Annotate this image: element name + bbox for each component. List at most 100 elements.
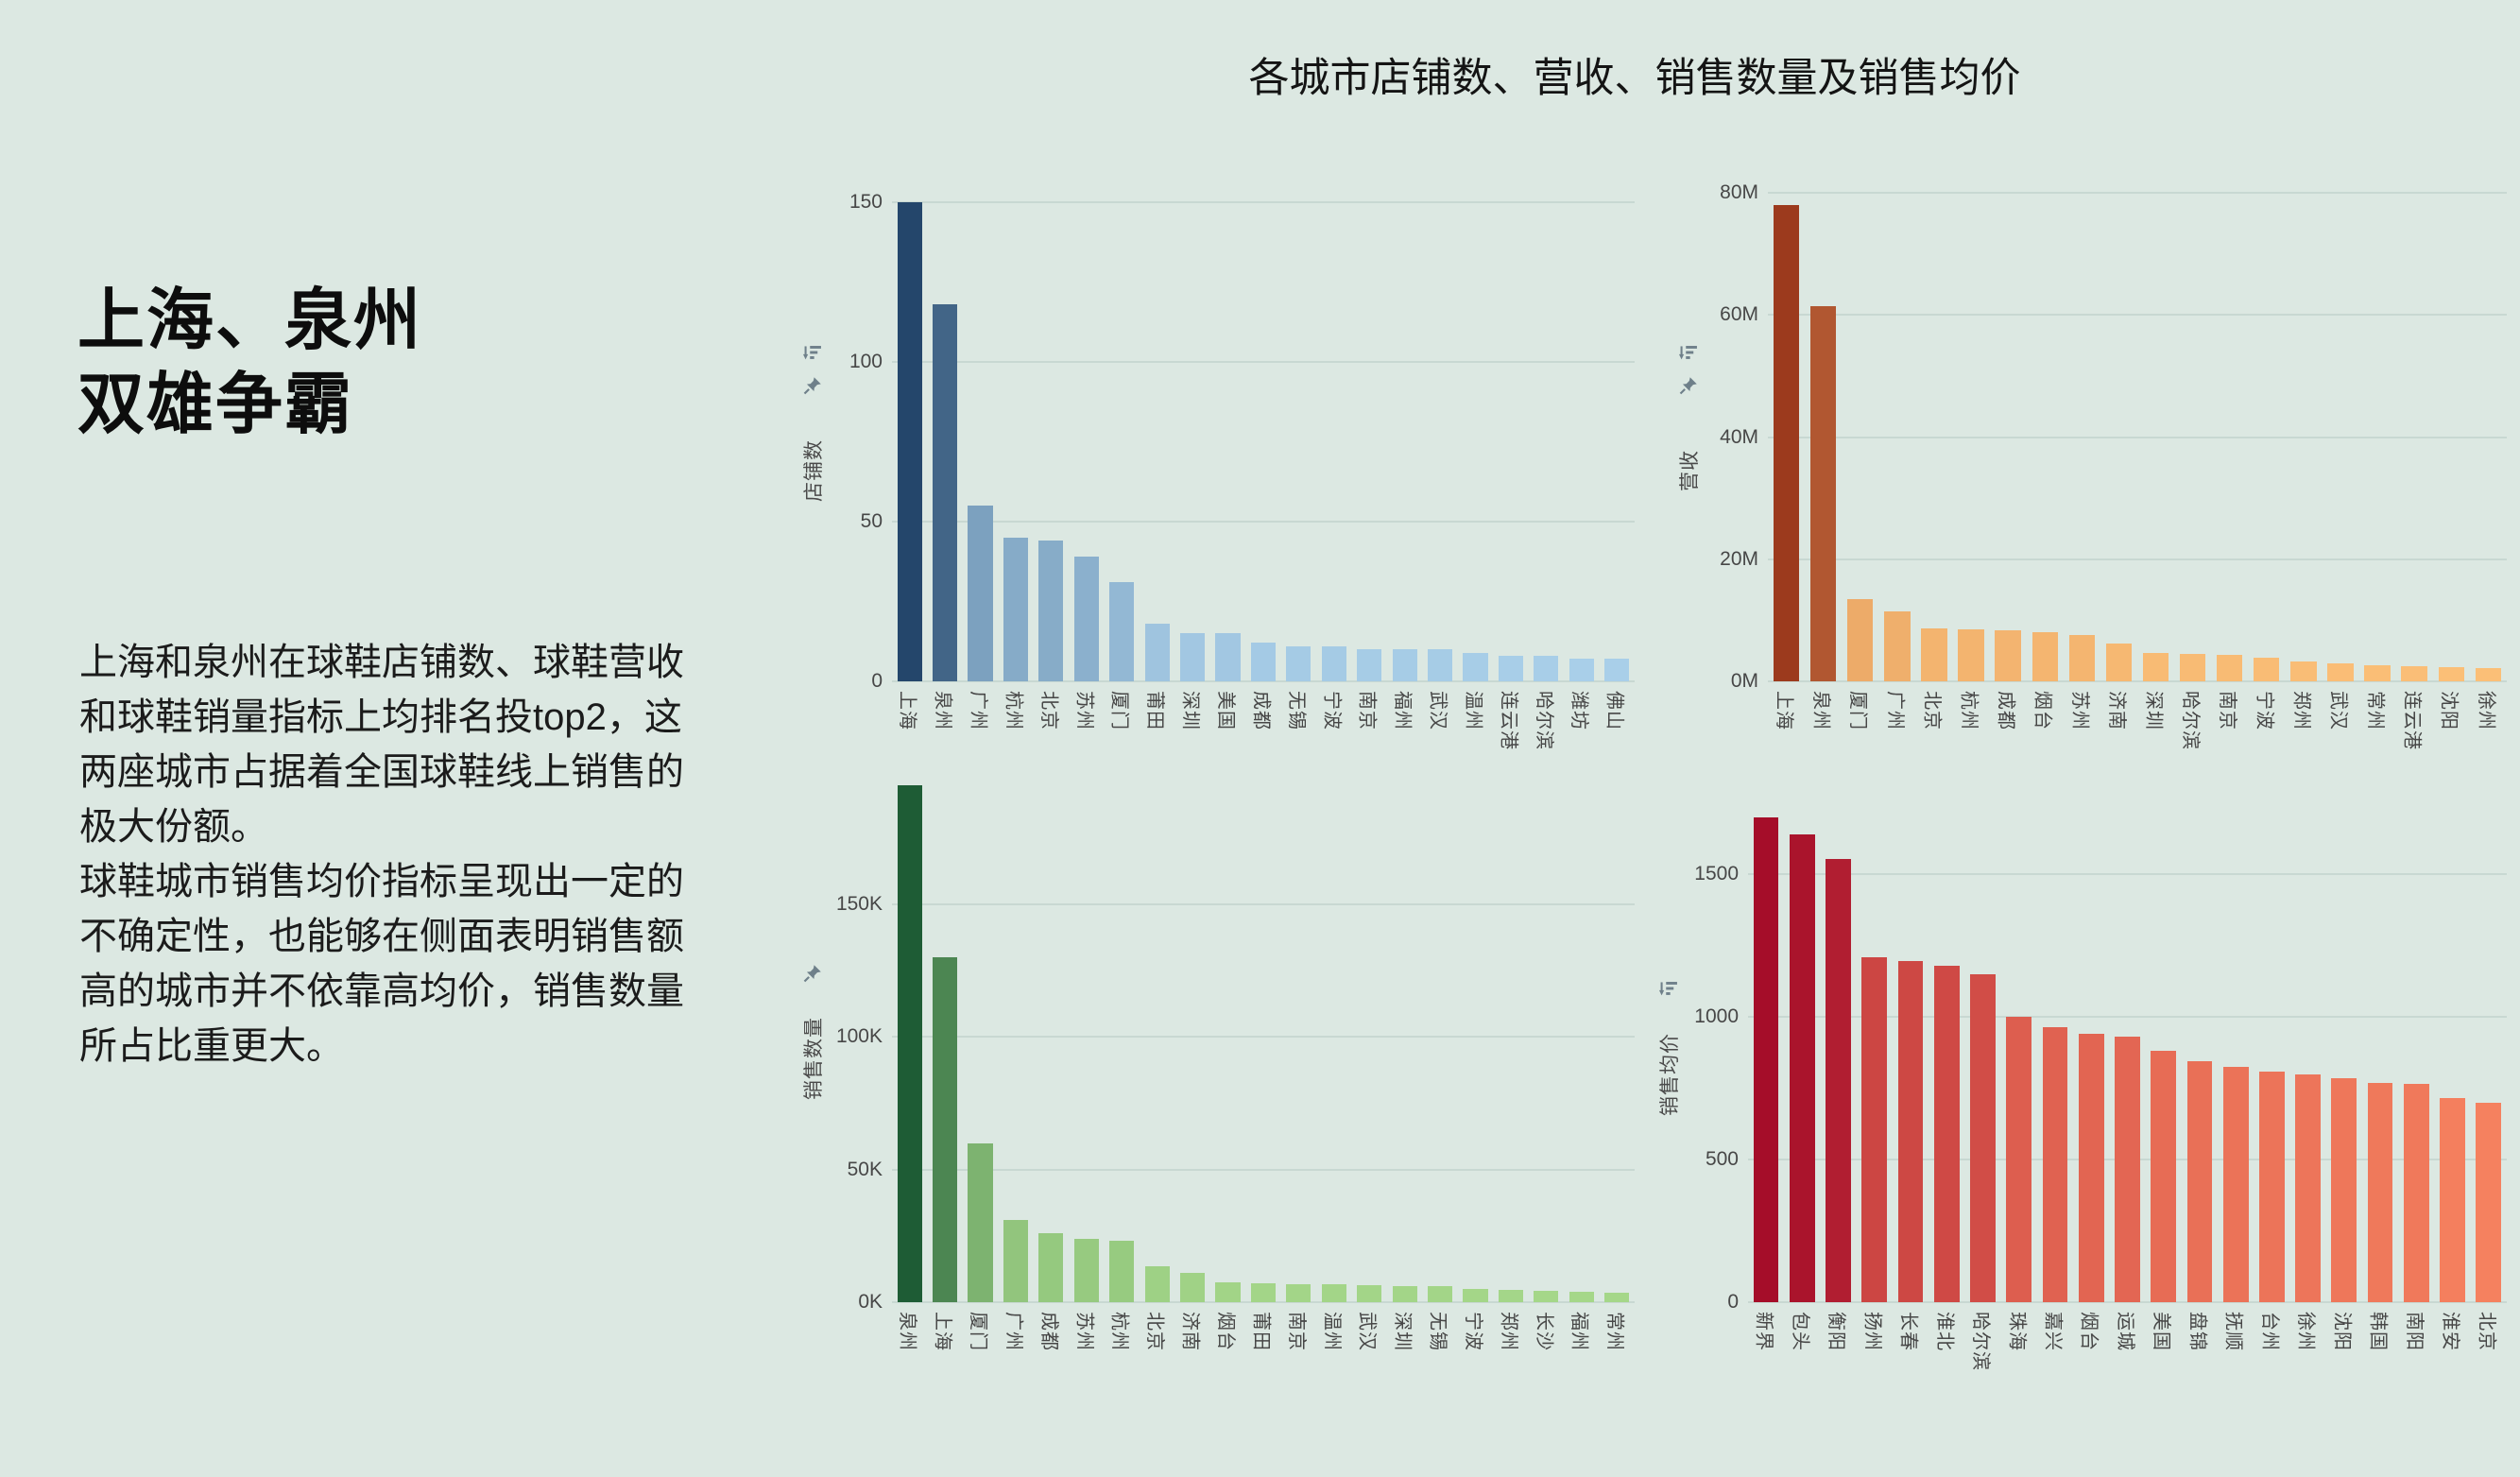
x-axis-label: 深圳: [1392, 1312, 1414, 1351]
bar[interactable]: [1179, 633, 1206, 681]
bar[interactable]: [1215, 1281, 1241, 1302]
bar[interactable]: [2438, 667, 2464, 681]
bar[interactable]: [1569, 659, 1594, 681]
pin-icon[interactable]: [802, 963, 823, 984]
bar[interactable]: [2476, 1102, 2502, 1302]
bar[interactable]: [1861, 956, 1888, 1302]
bar[interactable]: [2331, 1078, 2357, 1302]
bar[interactable]: [1109, 1241, 1135, 1302]
story-paragraph: 球鞋城市销售均价指标呈现出一定的不确定性，也能够在侧面表明销售额高的城市并不依靠…: [79, 861, 684, 1067]
bar[interactable]: [1038, 1233, 1064, 1302]
bar[interactable]: [2475, 668, 2501, 681]
bar[interactable]: [897, 202, 922, 681]
bar[interactable]: [1321, 645, 1346, 681]
bar[interactable]: [1809, 305, 1837, 681]
bar[interactable]: [1003, 537, 1029, 681]
bar[interactable]: [1073, 1238, 1099, 1302]
bar[interactable]: [1921, 628, 1947, 681]
bar[interactable]: [1995, 630, 2021, 681]
bar[interactable]: [968, 1142, 993, 1302]
bar[interactable]: [1604, 659, 1630, 681]
bar[interactable]: [2115, 1037, 2140, 1302]
bar[interactable]: [1392, 1285, 1417, 1302]
bar[interactable]: [2078, 1034, 2104, 1302]
bar-slot: [2001, 812, 2037, 1302]
bar[interactable]: [2179, 653, 2206, 681]
bar[interactable]: [2222, 1067, 2249, 1302]
bar[interactable]: [2367, 1082, 2393, 1302]
bar[interactable]: [2254, 658, 2280, 681]
bar[interactable]: [2327, 662, 2354, 681]
bar[interactable]: [1427, 1286, 1453, 1302]
sort-descending-icon[interactable]: [1678, 343, 1699, 364]
bar[interactable]: [1933, 965, 1960, 1302]
pin-icon[interactable]: [802, 375, 823, 396]
bar[interactable]: [1569, 1292, 1594, 1302]
bar[interactable]: [1357, 649, 1382, 681]
y-tick-label: 150K: [835, 892, 883, 915]
bar-slot: [1990, 193, 2027, 681]
bar[interactable]: [968, 506, 993, 681]
bar[interactable]: [1250, 1283, 1277, 1302]
pin-icon[interactable]: [1678, 375, 1699, 396]
x-label-slot: 佛山: [1599, 681, 1634, 856]
bar[interactable]: [2006, 1017, 2032, 1302]
bar[interactable]: [2403, 1084, 2429, 1302]
bar[interactable]: [1109, 582, 1135, 681]
bar[interactable]: [1286, 1283, 1311, 1302]
bar[interactable]: [1463, 652, 1488, 681]
bar[interactable]: [897, 784, 922, 1302]
bar[interactable]: [1144, 1266, 1170, 1302]
bar[interactable]: [1463, 1288, 1488, 1302]
bar[interactable]: [1003, 1219, 1029, 1302]
bar[interactable]: [2401, 665, 2427, 681]
bar-slot: [1034, 780, 1069, 1302]
bar[interactable]: [1847, 598, 1874, 681]
bar[interactable]: [2290, 661, 2317, 681]
bar[interactable]: [1321, 1284, 1346, 1302]
bar[interactable]: [1773, 204, 1800, 681]
bar[interactable]: [1970, 974, 1996, 1302]
bar[interactable]: [2042, 1026, 2068, 1302]
bar[interactable]: [1179, 1273, 1206, 1302]
bar[interactable]: [933, 304, 958, 681]
bar[interactable]: [2068, 634, 2095, 681]
bar[interactable]: [1498, 1290, 1523, 1302]
bar[interactable]: [1144, 624, 1170, 681]
bar[interactable]: [1073, 557, 1099, 681]
bar[interactable]: [1498, 655, 1523, 681]
bar[interactable]: [1215, 633, 1241, 681]
bar[interactable]: [1884, 610, 1911, 681]
bar[interactable]: [1789, 834, 1815, 1302]
x-axis-labels: 泉州 上海 厦门 广州 成都 苏州 杭州 北京 济南 烟台 莆田 南京 温州 武汉 深圳 无锡 宁波 郑州 长沙 福州…: [892, 1302, 1635, 1477]
bar[interactable]: [1357, 1285, 1382, 1302]
bar-slot: [1210, 193, 1245, 681]
x-label-slot: 美国: [1210, 681, 1245, 856]
bar[interactable]: [1958, 629, 1984, 681]
bar[interactable]: [2364, 664, 2391, 681]
bar[interactable]: [2295, 1073, 2321, 1302]
bar[interactable]: [2186, 1061, 2213, 1302]
bar[interactable]: [1534, 1290, 1559, 1302]
bar[interactable]: [1392, 649, 1417, 681]
bar[interactable]: [1286, 645, 1311, 681]
bar[interactable]: [2105, 643, 2133, 681]
bar[interactable]: [1753, 817, 1779, 1302]
bar[interactable]: [1604, 1292, 1630, 1302]
bar[interactable]: [933, 957, 958, 1302]
bar[interactable]: [1038, 541, 1064, 681]
bar[interactable]: [1427, 649, 1453, 681]
bar[interactable]: [2031, 632, 2058, 681]
gridline: [1768, 192, 2507, 194]
bar[interactable]: [2216, 655, 2243, 681]
bar[interactable]: [1250, 643, 1277, 681]
bar[interactable]: [2142, 653, 2169, 681]
bar[interactable]: [1534, 655, 1559, 681]
bar[interactable]: [2151, 1051, 2177, 1302]
bar[interactable]: [2440, 1098, 2465, 1302]
bar[interactable]: [1826, 858, 1851, 1302]
bar[interactable]: [2259, 1071, 2285, 1302]
sort-descending-icon[interactable]: [1658, 979, 1679, 1000]
bar[interactable]: [1897, 961, 1924, 1302]
sort-descending-icon[interactable]: [802, 343, 823, 364]
